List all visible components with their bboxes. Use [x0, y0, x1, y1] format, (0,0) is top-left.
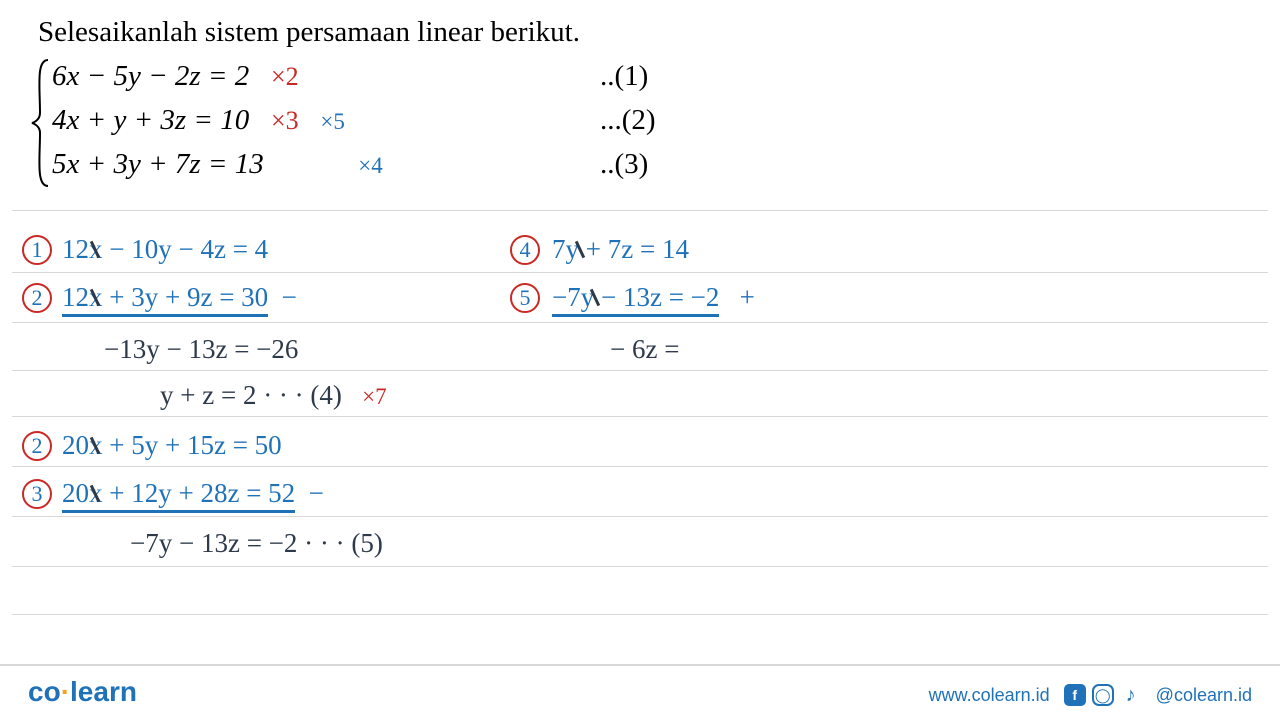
- facebook-icon[interactable]: f: [1064, 684, 1086, 706]
- step4-mult: ×7: [362, 384, 386, 409]
- footer-handle[interactable]: @colearn.id: [1156, 685, 1252, 706]
- tiktok-icon[interactable]: ♪: [1120, 684, 1142, 706]
- step1-eq: 12x − 10y − 4z = 4: [62, 234, 268, 265]
- logo: co·learn: [28, 676, 137, 708]
- brace-icon: [30, 58, 52, 188]
- eq2-mult-red: ×3: [271, 106, 299, 135]
- rule-9: [12, 614, 1268, 615]
- step5-eq: 20x + 5y + 15z = 50: [62, 430, 282, 461]
- eq1: 6x − 5y − 2z = 2 ×2: [52, 60, 299, 93]
- footer-right: www.colearn.id f ◯ ♪ @colearn.id: [929, 684, 1252, 706]
- step1-num: 1: [22, 235, 52, 265]
- step5-circle: 2: [22, 428, 52, 461]
- step4-text: y + z = 2 · · · (4): [160, 380, 342, 410]
- step6b-eq: − 6z =: [610, 334, 679, 365]
- instagram-icon[interactable]: ◯: [1092, 684, 1114, 706]
- eq3-label: ..(3): [600, 148, 648, 181]
- step4b-num: 4: [510, 235, 540, 265]
- eq1-label: ..(1): [600, 60, 648, 93]
- eq1-mult-red: ×2: [271, 62, 299, 91]
- step2-eq: 12x + 3y + 9z = 30 −: [62, 282, 297, 313]
- step5-num: 2: [22, 431, 52, 461]
- step6-minus: −: [309, 478, 324, 508]
- rule-7: [12, 516, 1268, 517]
- step7-eq: −7y − 13z = −2 · · · (5): [130, 528, 383, 559]
- page: Selesaikanlah sistem persamaan linear be…: [0, 0, 1280, 720]
- rule-6: [12, 466, 1268, 467]
- step4b-eq: 7y + 7z = 14: [552, 234, 689, 265]
- step5b-num: 5: [510, 283, 540, 313]
- step6-num: 3: [22, 479, 52, 509]
- step5b-plus: +: [740, 282, 755, 312]
- rule-5: [12, 416, 1268, 417]
- rule-3: [12, 322, 1268, 323]
- eq3-text: 5x + 3y + 7z = 13: [52, 148, 264, 180]
- step5b-eq: −7y − 13z = −2 +: [552, 282, 755, 313]
- eq1-text: 6x − 5y − 2z = 2: [52, 60, 249, 92]
- eq2-label: ...(2): [600, 104, 656, 137]
- social-icons: f ◯ ♪: [1064, 684, 1142, 706]
- logo-co: co: [28, 676, 61, 707]
- step5b-circle: 5: [510, 280, 540, 313]
- rule-8: [12, 566, 1268, 567]
- footer-url[interactable]: www.colearn.id: [929, 685, 1050, 706]
- step2-num: 2: [22, 283, 52, 313]
- eq3-mult-blue: ×4: [358, 153, 382, 178]
- rule-4: [12, 370, 1268, 371]
- eq2: 4x + y + 3z = 10 ×3 ×5: [52, 104, 345, 137]
- step6-eq: 20x + 12y + 28z = 52 −: [62, 478, 324, 509]
- step2-minus: −: [282, 282, 297, 312]
- step1-circle: 1: [22, 232, 52, 265]
- step2-circle: 2: [22, 280, 52, 313]
- step6-circle: 3: [22, 476, 52, 509]
- rule-1: [12, 210, 1268, 211]
- step4-eq: y + z = 2 · · · (4) ×7: [160, 380, 387, 411]
- step4b-circle: 4: [510, 232, 540, 265]
- eq2-mult-blue: ×5: [320, 109, 344, 134]
- rule-2: [12, 272, 1268, 273]
- footer: co·learn www.colearn.id f ◯ ♪ @colearn.i…: [0, 664, 1280, 720]
- logo-learn: learn: [70, 676, 137, 707]
- eq3: 5x + 3y + 7z = 13 ×4: [52, 148, 383, 181]
- problem-title: Selesaikanlah sistem persamaan linear be…: [38, 16, 580, 49]
- eq2-text: 4x + y + 3z = 10: [52, 104, 249, 136]
- logo-dot-icon: ·: [61, 676, 70, 707]
- step3-eq: −13y − 13z = −26: [104, 334, 298, 365]
